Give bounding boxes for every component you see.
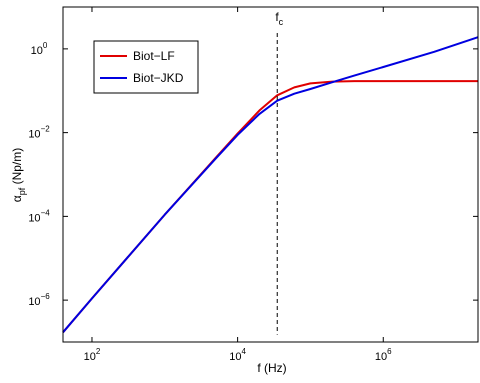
legend-box [93, 40, 199, 94]
x-tick-label: 104 [229, 347, 246, 363]
x-tick-label: 102 [84, 347, 101, 363]
x-axis-label: f (Hz) [257, 361, 286, 375]
x-tick-label: 106 [375, 347, 392, 363]
cutoff-frequency-label: fc [275, 10, 283, 27]
series-line-biot-jkd [62, 36, 479, 333]
cutoff-frequency-subscript: c [279, 17, 284, 27]
legend-label-biot-jkd: Biot−JKD [133, 71, 184, 85]
cutoff-frequency-symbol: f [275, 10, 279, 24]
axis-ticks: 102 104 106 10−6 10−4 10−2 100 [28, 7, 478, 363]
plot-frame [62, 6, 479, 343]
y-tick-label: 10−6 [28, 292, 50, 308]
y-tick-label: 10−2 [28, 125, 50, 141]
y-axis-symbol: α [10, 195, 24, 202]
y-tick-label: 10−4 [28, 208, 50, 224]
legend: Biot−LF Biot−JKD [93, 40, 199, 94]
y-axis-subscript: pf [17, 187, 27, 195]
y-axis-label: αpf (Np/m) [10, 148, 27, 202]
series-lines [62, 36, 479, 333]
y-tick-label: 100 [31, 41, 48, 57]
svg-text:αpf (Np/m): αpf (Np/m) [10, 148, 27, 202]
y-axis-unit: (Np/m) [10, 148, 24, 188]
legend-label-biot-lf: Biot−LF [133, 49, 175, 63]
